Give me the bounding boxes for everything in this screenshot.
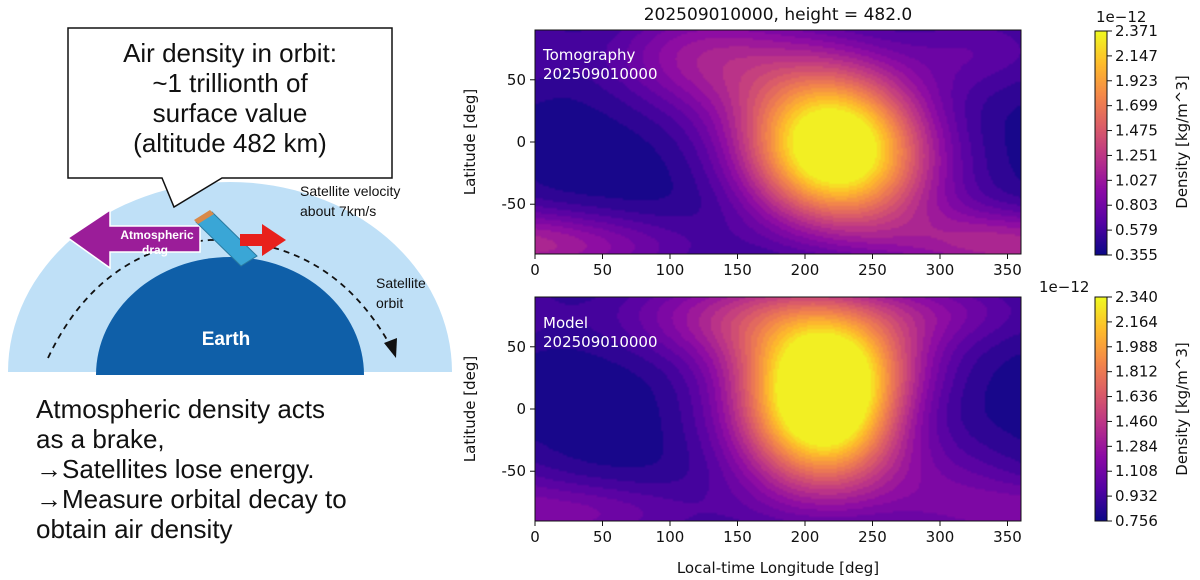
- y-tick-label: 0: [516, 400, 526, 418]
- density-charts: 202509010000, height = 482.0 Tomography …: [461, 5, 1191, 577]
- velocity-label-line-1: Satellite velocity: [300, 183, 400, 199]
- model-colorbar-offset: 1e−12: [1039, 278, 1089, 296]
- tomography-ylabel: Latitude [deg]: [461, 89, 479, 195]
- colorbar-tick-label: 1.923: [1115, 72, 1158, 90]
- y-tick-label: 0: [516, 133, 526, 151]
- velocity-label-line-2: about 7km/s: [300, 203, 376, 219]
- model-xlabel: Local-time Longitude [deg]: [677, 559, 879, 577]
- model-colorbar-label: Density [kg/m^3]: [1173, 342, 1191, 475]
- x-tick-label: 300: [926, 261, 955, 279]
- model-chart: Model 202509010000 0 50 100 150 200 250 300 350…: [461, 278, 1191, 577]
- tomography-colorbar-frame: [1094, 30, 1108, 256]
- callout-bubble: [67, 27, 393, 209]
- caption-line-1: Atmospheric density acts: [36, 394, 325, 424]
- tomography-colorbar-offset: 1e−12: [1096, 8, 1146, 26]
- colorbar-tick-label: 1.108: [1115, 462, 1158, 480]
- x-tick-label: 50: [593, 528, 612, 546]
- colorbar-tick-label: 1.636: [1115, 388, 1158, 406]
- colorbar-tick-label: 2.164: [1115, 313, 1158, 331]
- earth-label: Earth: [202, 329, 251, 350]
- caption-line-2: as a brake,: [36, 424, 165, 454]
- model-colorbar-frame: [1094, 296, 1108, 522]
- tomography-x-ticks: 0 50 100 150 200 250 300 350: [530, 254, 1022, 279]
- colorbar-tick-label: 1.699: [1115, 97, 1158, 115]
- colorbar-tick-label: 1.475: [1115, 122, 1158, 140]
- callout-line-2: ~1 trillionth of: [152, 68, 308, 98]
- x-tick-label: 100: [656, 528, 685, 546]
- velocity-arrow: [240, 224, 286, 256]
- orbit-illustration: Earth Atmospheric drag Satellite velocit…: [8, 27, 452, 544]
- tomography-colorbar: [1095, 31, 1107, 255]
- colorbar-tick-label: 1.284: [1115, 437, 1158, 455]
- orbit-label-line-1: Satellite: [376, 275, 426, 291]
- colorbar-tick-label: 1.460: [1115, 412, 1158, 430]
- colorbar-tick-label: 2.371: [1115, 22, 1158, 40]
- x-tick-label: 200: [791, 528, 820, 546]
- colorbar-tick-label: 0.355: [1115, 246, 1158, 264]
- model-colorbar-ticks: 0.756 0.932 1.108 1.284 1.460 1.636 1.812 1.988…: [1107, 288, 1158, 530]
- tomography-colorbar-label: Density [kg/m^3]: [1173, 75, 1191, 208]
- x-tick-label: 350: [993, 528, 1022, 546]
- model-colorbar: [1095, 297, 1107, 521]
- colorbar-tick-label: 0.579: [1115, 221, 1158, 239]
- drag-label-line-2: drag: [142, 243, 168, 257]
- tomography-y-ticks: 50 0 -50: [502, 71, 535, 213]
- tomography-annotation-line-2: 202509010000: [543, 65, 658, 83]
- model-annotation-line-2: 202509010000: [543, 333, 658, 351]
- x-tick-label: 50: [593, 261, 612, 279]
- callout-line-3: surface value: [153, 98, 308, 128]
- y-tick-label: -50: [502, 195, 527, 213]
- y-tick-label: -50: [502, 462, 527, 480]
- x-tick-label: 0: [530, 261, 540, 279]
- colorbar-tick-label: 1.988: [1115, 338, 1158, 356]
- orbit-arrowhead: [384, 338, 397, 358]
- y-tick-label: 50: [507, 71, 526, 89]
- caption-line-4: →Measure orbital decay to: [36, 484, 347, 514]
- model-x-ticks: 0 50 100 150 200 250 300 350: [530, 521, 1022, 546]
- x-tick-label: 100: [656, 261, 685, 279]
- tomography-heatmap: [535, 30, 1021, 254]
- colorbar-tick-label: 2.340: [1115, 288, 1158, 306]
- x-tick-label: 250: [858, 261, 887, 279]
- model-annotation-line-1: Model: [543, 314, 588, 332]
- x-tick-label: 0: [530, 528, 540, 546]
- colorbar-tick-label: 1.027: [1115, 171, 1158, 189]
- x-tick-label: 300: [926, 528, 955, 546]
- x-tick-label: 250: [858, 528, 887, 546]
- colorbar-tick-label: 0.932: [1115, 487, 1158, 505]
- x-tick-label: 200: [791, 261, 820, 279]
- x-tick-label: 150: [723, 528, 752, 546]
- tomography-chart: 202509010000, height = 482.0 Tomography …: [461, 5, 1191, 279]
- model-y-ticks: 50 0 -50: [502, 338, 535, 480]
- caption-line-5: obtain air density: [36, 514, 233, 544]
- colorbar-tick-label: 2.147: [1115, 47, 1158, 65]
- x-tick-label: 150: [723, 261, 752, 279]
- orbit-label-line-2: orbit: [376, 295, 403, 311]
- satellite-orbit-path: [47, 239, 391, 359]
- drag-arrow: [66, 208, 201, 270]
- tomography-annotation-line-1: Tomography: [542, 46, 635, 64]
- callout-line-1: Air density in orbit:: [123, 38, 337, 68]
- callout-line-4: (altitude 482 km): [133, 128, 327, 158]
- drag-label-line-1: Atmospheric: [120, 228, 194, 242]
- colorbar-tick-label: 1.251: [1115, 146, 1158, 164]
- colorbar-tick-label: 0.803: [1115, 196, 1158, 214]
- model-ylabel: Latitude [deg]: [461, 356, 479, 462]
- colorbar-tick-label: 0.756: [1115, 512, 1158, 530]
- y-tick-label: 50: [507, 338, 526, 356]
- satellite-panel: [194, 210, 214, 224]
- tomography-colorbar-ticks: 0.355 0.579 0.803 1.027 1.251 1.475 1.699 1.923…: [1107, 22, 1158, 264]
- model-heatmap: [535, 297, 1021, 521]
- earth-disk: [96, 257, 364, 375]
- caption-line-3: →Satellites lose energy.: [36, 454, 314, 484]
- x-tick-label: 350: [993, 261, 1022, 279]
- tomography-title: 202509010000, height = 482.0: [644, 5, 913, 25]
- colorbar-tick-label: 1.812: [1115, 363, 1158, 381]
